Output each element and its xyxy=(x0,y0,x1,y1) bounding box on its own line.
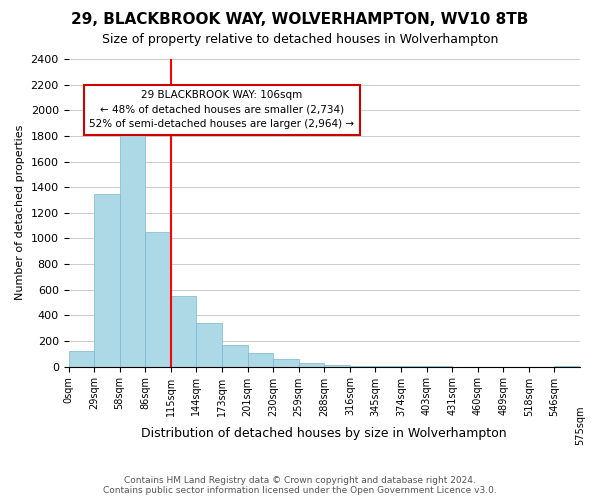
Y-axis label: Number of detached properties: Number of detached properties xyxy=(15,125,25,300)
Bar xyxy=(273,359,299,366)
Text: 575sqm: 575sqm xyxy=(575,406,585,445)
Text: 29 BLACKBROOK WAY: 106sqm
← 48% of detached houses are smaller (2,734)
52% of se: 29 BLACKBROOK WAY: 106sqm ← 48% of detac… xyxy=(89,90,355,130)
Text: Contains public sector information licensed under the Open Government Licence v3: Contains public sector information licen… xyxy=(103,486,497,495)
X-axis label: Distribution of detached houses by size in Wolverhampton: Distribution of detached houses by size … xyxy=(142,427,507,440)
Bar xyxy=(68,350,94,366)
Bar xyxy=(171,296,196,366)
Text: Contains HM Land Registry data © Crown copyright and database right 2024.: Contains HM Land Registry data © Crown c… xyxy=(124,476,476,485)
Bar xyxy=(94,194,119,366)
Text: 29, BLACKBROOK WAY, WOLVERHAMPTON, WV10 8TB: 29, BLACKBROOK WAY, WOLVERHAMPTON, WV10 … xyxy=(71,12,529,28)
Bar xyxy=(299,363,324,366)
Bar xyxy=(248,352,273,366)
Bar xyxy=(196,323,222,366)
Bar xyxy=(119,123,145,366)
Bar xyxy=(324,364,350,366)
Bar xyxy=(145,232,171,366)
Text: Size of property relative to detached houses in Wolverhampton: Size of property relative to detached ho… xyxy=(102,32,498,46)
Bar xyxy=(222,346,248,366)
